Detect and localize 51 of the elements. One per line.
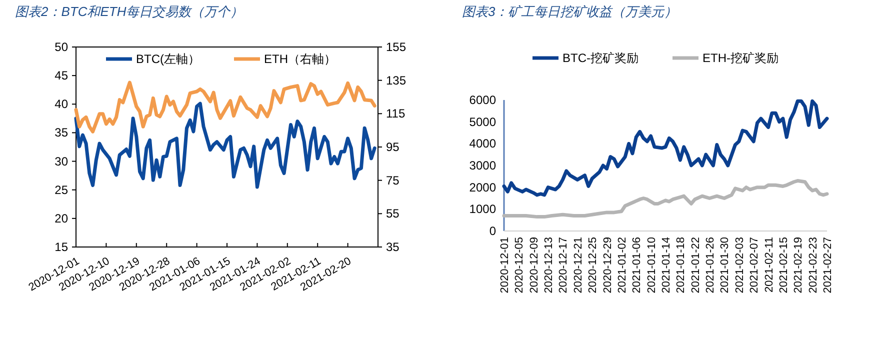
y-tick-label: 45 [54,68,68,83]
x-tick-label: 2020-12-13 [543,237,556,294]
x-tick-label: 2020-12-01 [499,237,511,294]
x-tick-label: 2021-02-15 [778,237,790,294]
x-tick-label: 2021-02-19 [792,237,805,294]
y-tick-label: 40 [54,97,68,112]
y2-tick-label: 75 [386,173,400,188]
y-tick-label: 5000 [469,114,496,129]
x-tick-label: 2020-12-29 [602,237,614,294]
x-tick-label: 2021-01-10 [646,237,658,294]
y2-tick-label: 55 [386,206,400,221]
x-tick-label: 2020-12-25 [587,237,600,294]
x-tick-label: 2021-01-22 [690,237,702,294]
y-tick-label: 50 [54,40,68,54]
y2-tick-label: 135 [386,73,406,88]
x-tick-label: 2021-01-26 [704,237,717,294]
x-tick-label: 2021-01-06 [631,237,644,294]
y-tick-label: 30 [54,154,68,168]
chart-title: 图表2：BTC和ETH每日交易数（万个） [15,4,244,19]
x-tick-label: 2021-01-02 [616,237,628,294]
legend-label: ETH-挖矿奖励 [702,51,778,65]
legend-label: BTC-挖矿奖励 [562,51,638,65]
y2-tick-label: 95 [386,140,400,154]
x-tick-label: 2021-01-30 [719,237,732,294]
x-tick-label: 2021-02-07 [748,237,761,294]
y2-tick-label: 155 [386,40,406,54]
y2-tick-label: 35 [386,240,400,254]
y2-tick-label: 115 [386,106,406,121]
chart-title: 图表3：矿工每日挖矿收益（万美元） [462,4,678,19]
x-tick-label: 2021-02-03 [734,237,746,294]
y-tick-label: 1000 [469,202,496,216]
y-tick-label: 6000 [469,93,496,107]
x-tick-label: 2020-12-17 [558,237,570,294]
y-tick-label: 15 [54,240,68,254]
legend-label: ETH（右軸） [264,52,336,66]
x-tick-label: 2021-02-23 [807,237,820,294]
x-tick-label: 2021-02-11 [763,237,776,292]
y-tick-label: 0 [489,224,496,238]
x-tick-label: 2021-01-18 [675,237,688,294]
y-tick-label: 20 [54,211,68,226]
x-tick-label: 2020-12-05 [514,237,526,294]
x-tick-label: 2021-02-27 [822,237,834,294]
y-tick-label: 3000 [469,158,496,172]
y-tick-label: 2000 [469,180,496,194]
x-tick-label: 2020-12-21 [572,237,584,294]
x-tick-label: 2020-12-09 [528,237,540,294]
x-tick-label: 2021-01-14 [660,237,672,294]
y-tick-label: 25 [54,182,68,197]
y-tick-label: 35 [54,126,68,140]
legend-label: BTC(左軸） [136,52,200,66]
y-tick-label: 4000 [469,136,496,151]
